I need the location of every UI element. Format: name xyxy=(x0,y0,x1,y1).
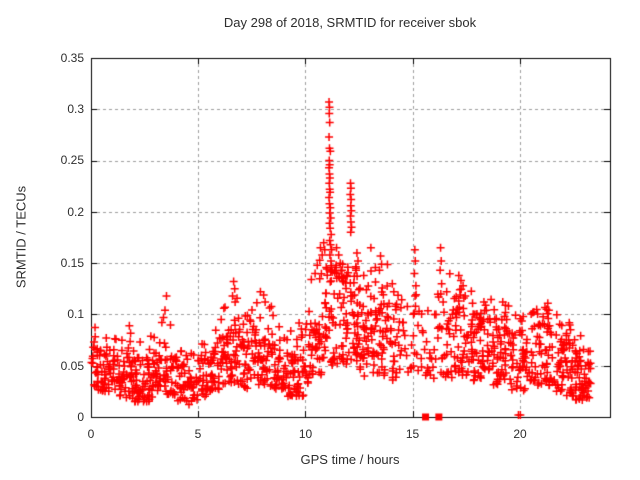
x-axis-label: GPS time / hours xyxy=(300,452,400,467)
y-tick-label: 0.15 xyxy=(60,256,84,270)
x-tick-label: 20 xyxy=(513,427,527,441)
y-tick-label: 0.3 xyxy=(67,102,84,116)
y-tick-label: 0 xyxy=(77,410,84,424)
chart-title: Day 298 of 2018, SRMTID for receiver sbo… xyxy=(223,15,477,30)
y-tick-label: 0.35 xyxy=(60,51,84,65)
x-tick-label: 5 xyxy=(194,427,202,441)
y-tick-label: 0.2 xyxy=(67,205,84,219)
x-tick-label: 15 xyxy=(405,427,420,441)
y-axis-label: SRMTID / TECUs xyxy=(13,185,29,289)
y-tick-label: 0.05 xyxy=(60,359,84,373)
y-tick-label: 0.25 xyxy=(60,153,84,167)
y-tick-label: 0.1 xyxy=(67,307,84,321)
x-tick-label: 10 xyxy=(298,427,313,441)
x-tick-label: 0 xyxy=(87,427,95,441)
